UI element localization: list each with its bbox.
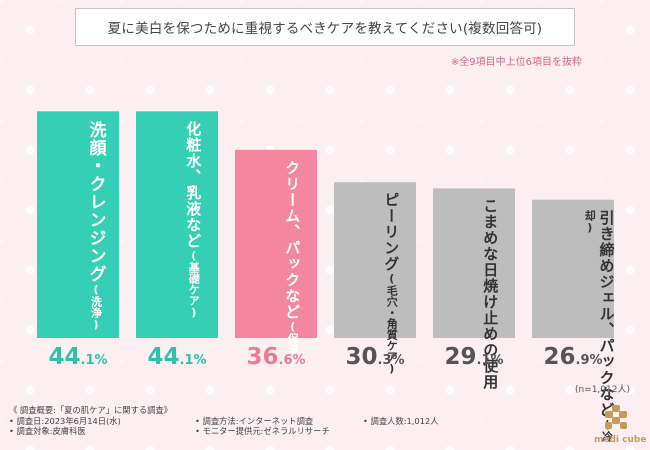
medicube-logo-icon [605,405,627,429]
note-text: ※全9項目中上位6項目を抜粋 [450,57,582,68]
bar-6 [532,199,614,338]
footer-date: • 調査日:2023年6月14日(水) [9,415,121,426]
bar-5 [433,188,515,338]
bar-4 [334,182,416,338]
footer-target: • 調査対象:皮膚科医 [9,426,86,436]
sample-size: (n=1,012人) [574,385,630,395]
logo-text: medi cube [594,435,647,445]
bar-3 [235,149,317,338]
footer-monitor: • モニター提供元:ゼネラルリサーチ [195,426,330,436]
chart-title: 夏に美白を保つために重視するべきケアを教えてください(複数回答可) [107,21,543,37]
bar-2 [136,111,218,339]
footer-heading: 《 調査概要:「夏の肌ケア」に関する調査》 [9,405,173,415]
bar-1 [37,111,119,339]
survey-footer: 《 調査概要:「夏の肌ケア」に関する調査》 • 調査日:2023年6月14日(水… [9,405,439,437]
footer-method: • 調査方法:インターネット調査 [195,415,314,426]
footer-people: • 調査人数:1,012人 [363,415,439,426]
chart-title-box: 夏に美白を保つために重視するべきケアを教えてください(複数回答可) [75,8,575,46]
brand-logo: medi cube [594,404,647,448]
